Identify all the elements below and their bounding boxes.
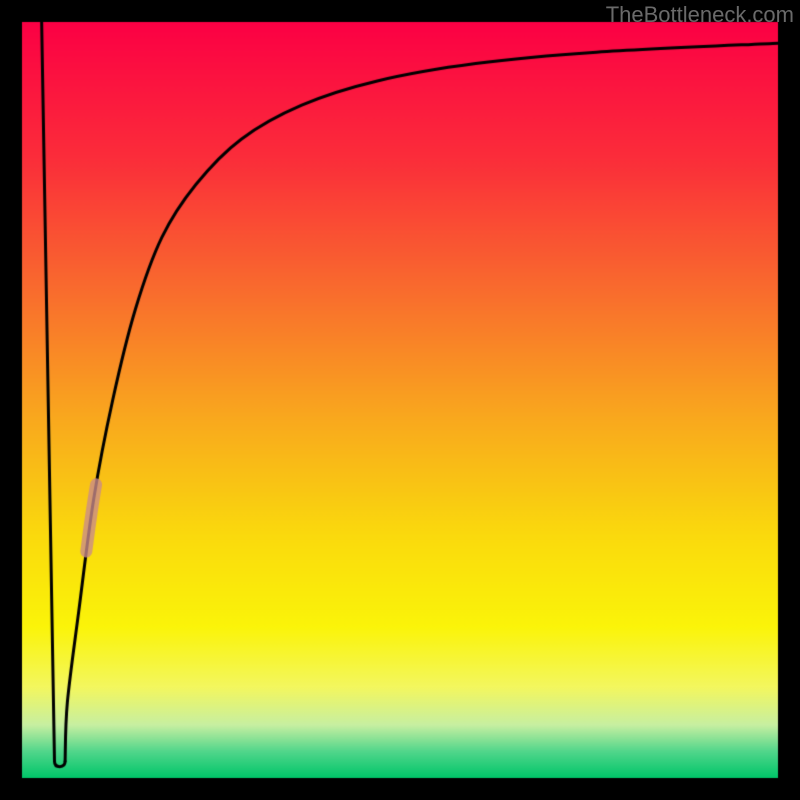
chart-container: TheBottleneck.com <box>0 0 800 800</box>
bottleneck-curve-chart <box>0 0 800 800</box>
